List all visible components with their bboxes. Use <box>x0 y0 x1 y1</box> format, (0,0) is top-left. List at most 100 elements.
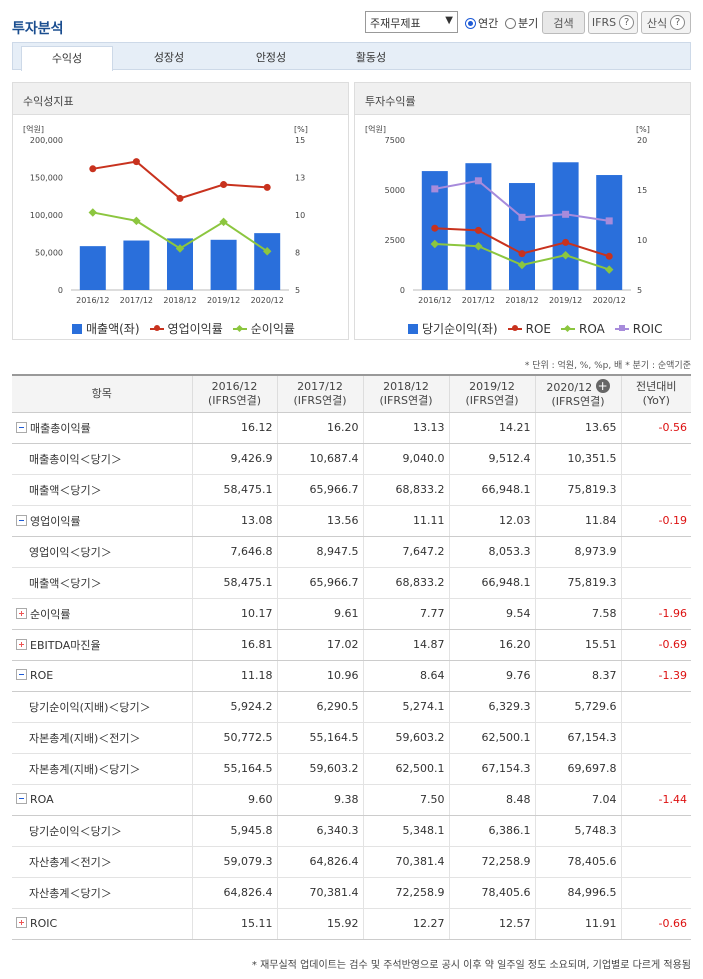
row-label: 매출액＜당기＞ <box>12 474 192 506</box>
table-row: 순이익률 10.17 9.61 7.77 9.54 7.58 -1.96 <box>12 598 691 630</box>
row-label: 당기순이익(지배)＜당기＞ <box>12 691 192 723</box>
row-label: 매출총이익＜당기＞ <box>12 443 192 475</box>
row-label[interactable]: ROIC <box>12 908 192 940</box>
x-tick-label: 2019/12 <box>549 296 582 305</box>
legend-line-swatch <box>149 324 164 331</box>
x-tick-label: 2020/12 <box>593 296 626 305</box>
table-cell: 14.21 <box>448 412 535 444</box>
series-point <box>518 250 526 258</box>
radio-annual[interactable]: 연간 <box>465 15 498 31</box>
row-label[interactable]: 순이익률 <box>12 598 192 630</box>
series-point <box>517 260 527 270</box>
y2-tick-label: 8 <box>295 249 300 258</box>
table-row: 매출총이익＜당기＞ 9,426.9 10,687.4 9,040.0 9,512.4 10… <box>12 443 691 475</box>
table-cell: 7.58 <box>534 598 621 630</box>
row-label: 자산총계＜당기＞ <box>12 877 192 909</box>
row-label[interactable]: ROE <box>12 660 192 692</box>
legend-line-swatch <box>507 324 522 331</box>
y-tick-label: 2500 <box>385 236 405 245</box>
add-column-icon[interactable]: + <box>595 378 610 393</box>
table-cell: 5,945.8 <box>191 815 277 847</box>
table-cell: 9,426.9 <box>191 443 277 475</box>
collapse-icon[interactable] <box>16 669 27 680</box>
legend-label: 매출액(좌) <box>86 322 140 336</box>
y2-tick-label: 5 <box>637 286 642 295</box>
ifrs-label: IFRS <box>591 16 617 29</box>
table-cell: 11.18 <box>191 660 277 692</box>
ifrs-help-button[interactable]: IFRS ? <box>588 11 638 34</box>
row-label[interactable]: 매출총이익률 <box>12 412 192 444</box>
table-cell: 5,348.1 <box>362 815 449 847</box>
expand-icon[interactable] <box>16 607 27 619</box>
header-col: 2020/12 + (IFRS연결) <box>534 374 621 413</box>
yoy-cell <box>620 691 691 723</box>
x-tick-label: 2020/12 <box>251 296 284 305</box>
collapse-icon[interactable] <box>16 421 27 433</box>
series-point <box>518 213 526 221</box>
header-yoy: 전년대비 (YoY) <box>620 374 691 413</box>
collapse-icon[interactable] <box>16 514 27 526</box>
question-icon: ? <box>670 15 686 30</box>
yoy-cell: -1.39 <box>620 660 691 692</box>
table-cell: 66,948.1 <box>448 567 535 599</box>
table-row: 자산총계＜전기＞ 59,079.3 64,826.4 70,381.4 72,258.9… <box>12 846 691 878</box>
radio-annual-label: 연간 <box>478 17 499 30</box>
table-cell: 5,729.6 <box>534 691 621 723</box>
table-cell: 9,512.4 <box>448 443 535 475</box>
table-row: 영업이익＜당기＞ 7,646.8 8,947.5 7,647.2 8,053.3 8,97… <box>12 536 691 568</box>
table-cell: 50,772.5 <box>191 722 277 754</box>
table-cell: 14.87 <box>362 629 449 661</box>
statement-select[interactable]: 주재무제표 ▼ <box>365 11 458 33</box>
table-row: ROE 11.18 10.96 8.64 9.76 8.37 -1.39 <box>12 660 691 692</box>
table-cell: 58,475.1 <box>191 567 277 599</box>
x-tick-label: 2019/12 <box>207 296 240 305</box>
expand-icon[interactable] <box>16 638 27 650</box>
bar <box>123 240 150 290</box>
formula-help-button[interactable]: 산식 ? <box>641 11 691 34</box>
table-cell: 16.20 <box>448 629 535 661</box>
y-tick-label: 0 <box>400 286 405 295</box>
expand-icon[interactable] <box>16 917 27 928</box>
row-label[interactable]: 영업이익률 <box>12 505 192 537</box>
page-title: 투자분석 <box>12 21 64 37</box>
table-cell: 68,833.2 <box>362 474 449 506</box>
series-point <box>604 265 614 274</box>
radio-quarter[interactable]: 분기 <box>505 15 538 31</box>
tab-profitability[interactable]: 수익성 <box>21 46 113 71</box>
series-point <box>262 247 272 256</box>
table-cell: 72,258.9 <box>448 846 535 878</box>
tab-stability[interactable]: 안정성 <box>255 51 287 64</box>
table-cell: 59,079.3 <box>191 846 277 878</box>
series-point <box>474 177 482 185</box>
bar <box>79 246 106 290</box>
table-cell: 59,603.2 <box>276 753 363 785</box>
legend-item: 당기순이익(좌) <box>408 320 498 337</box>
unit-note: * 단위 : 억원, %, %p, 배 * 분기 : 순액기준 <box>524 361 691 371</box>
y2-tick-label: 15 <box>295 136 305 145</box>
table-cell: 8,947.5 <box>276 536 363 568</box>
tab-bar: 수익성 성장성 안정성 활동성 <box>12 42 691 71</box>
tab-growth[interactable]: 성장성 <box>153 51 185 64</box>
y2-tick-label: 5 <box>295 286 300 295</box>
y-tick-label: 150,000 <box>30 174 63 183</box>
row-label: 매출액＜당기＞ <box>12 567 192 599</box>
table-row: 자본총계(지배)＜당기＞ 55,164.5 59,603.2 62,500.1 67,1… <box>12 753 691 785</box>
legend-line-swatch <box>560 324 575 332</box>
yoy-cell: -0.56 <box>620 412 691 444</box>
row-label[interactable]: EBITDA마진율 <box>12 629 192 661</box>
search-button[interactable]: 검색 <box>542 11 585 34</box>
y2-tick-label: 10 <box>637 236 647 245</box>
table-row: 자본총계(지배)＜전기＞ 50,772.5 55,164.5 59,603.2 62,5… <box>12 722 691 754</box>
table-row: ROIC 15.11 15.92 12.27 12.57 11.91 -0.66 <box>12 908 691 940</box>
table-cell: 16.12 <box>191 412 277 444</box>
tab-activity[interactable]: 활동성 <box>355 51 387 64</box>
legend-item: ROIC <box>614 322 662 336</box>
table-cell: 8,973.9 <box>534 536 621 568</box>
row-label[interactable]: ROA <box>12 784 192 816</box>
left-axis-unit: [억원] <box>23 124 44 134</box>
series-point <box>89 165 97 173</box>
table-cell: 6,340.3 <box>276 815 363 847</box>
row-label: 영업이익＜당기＞ <box>12 536 192 568</box>
yoy-cell: -0.66 <box>620 908 691 940</box>
collapse-icon[interactable] <box>16 793 27 804</box>
